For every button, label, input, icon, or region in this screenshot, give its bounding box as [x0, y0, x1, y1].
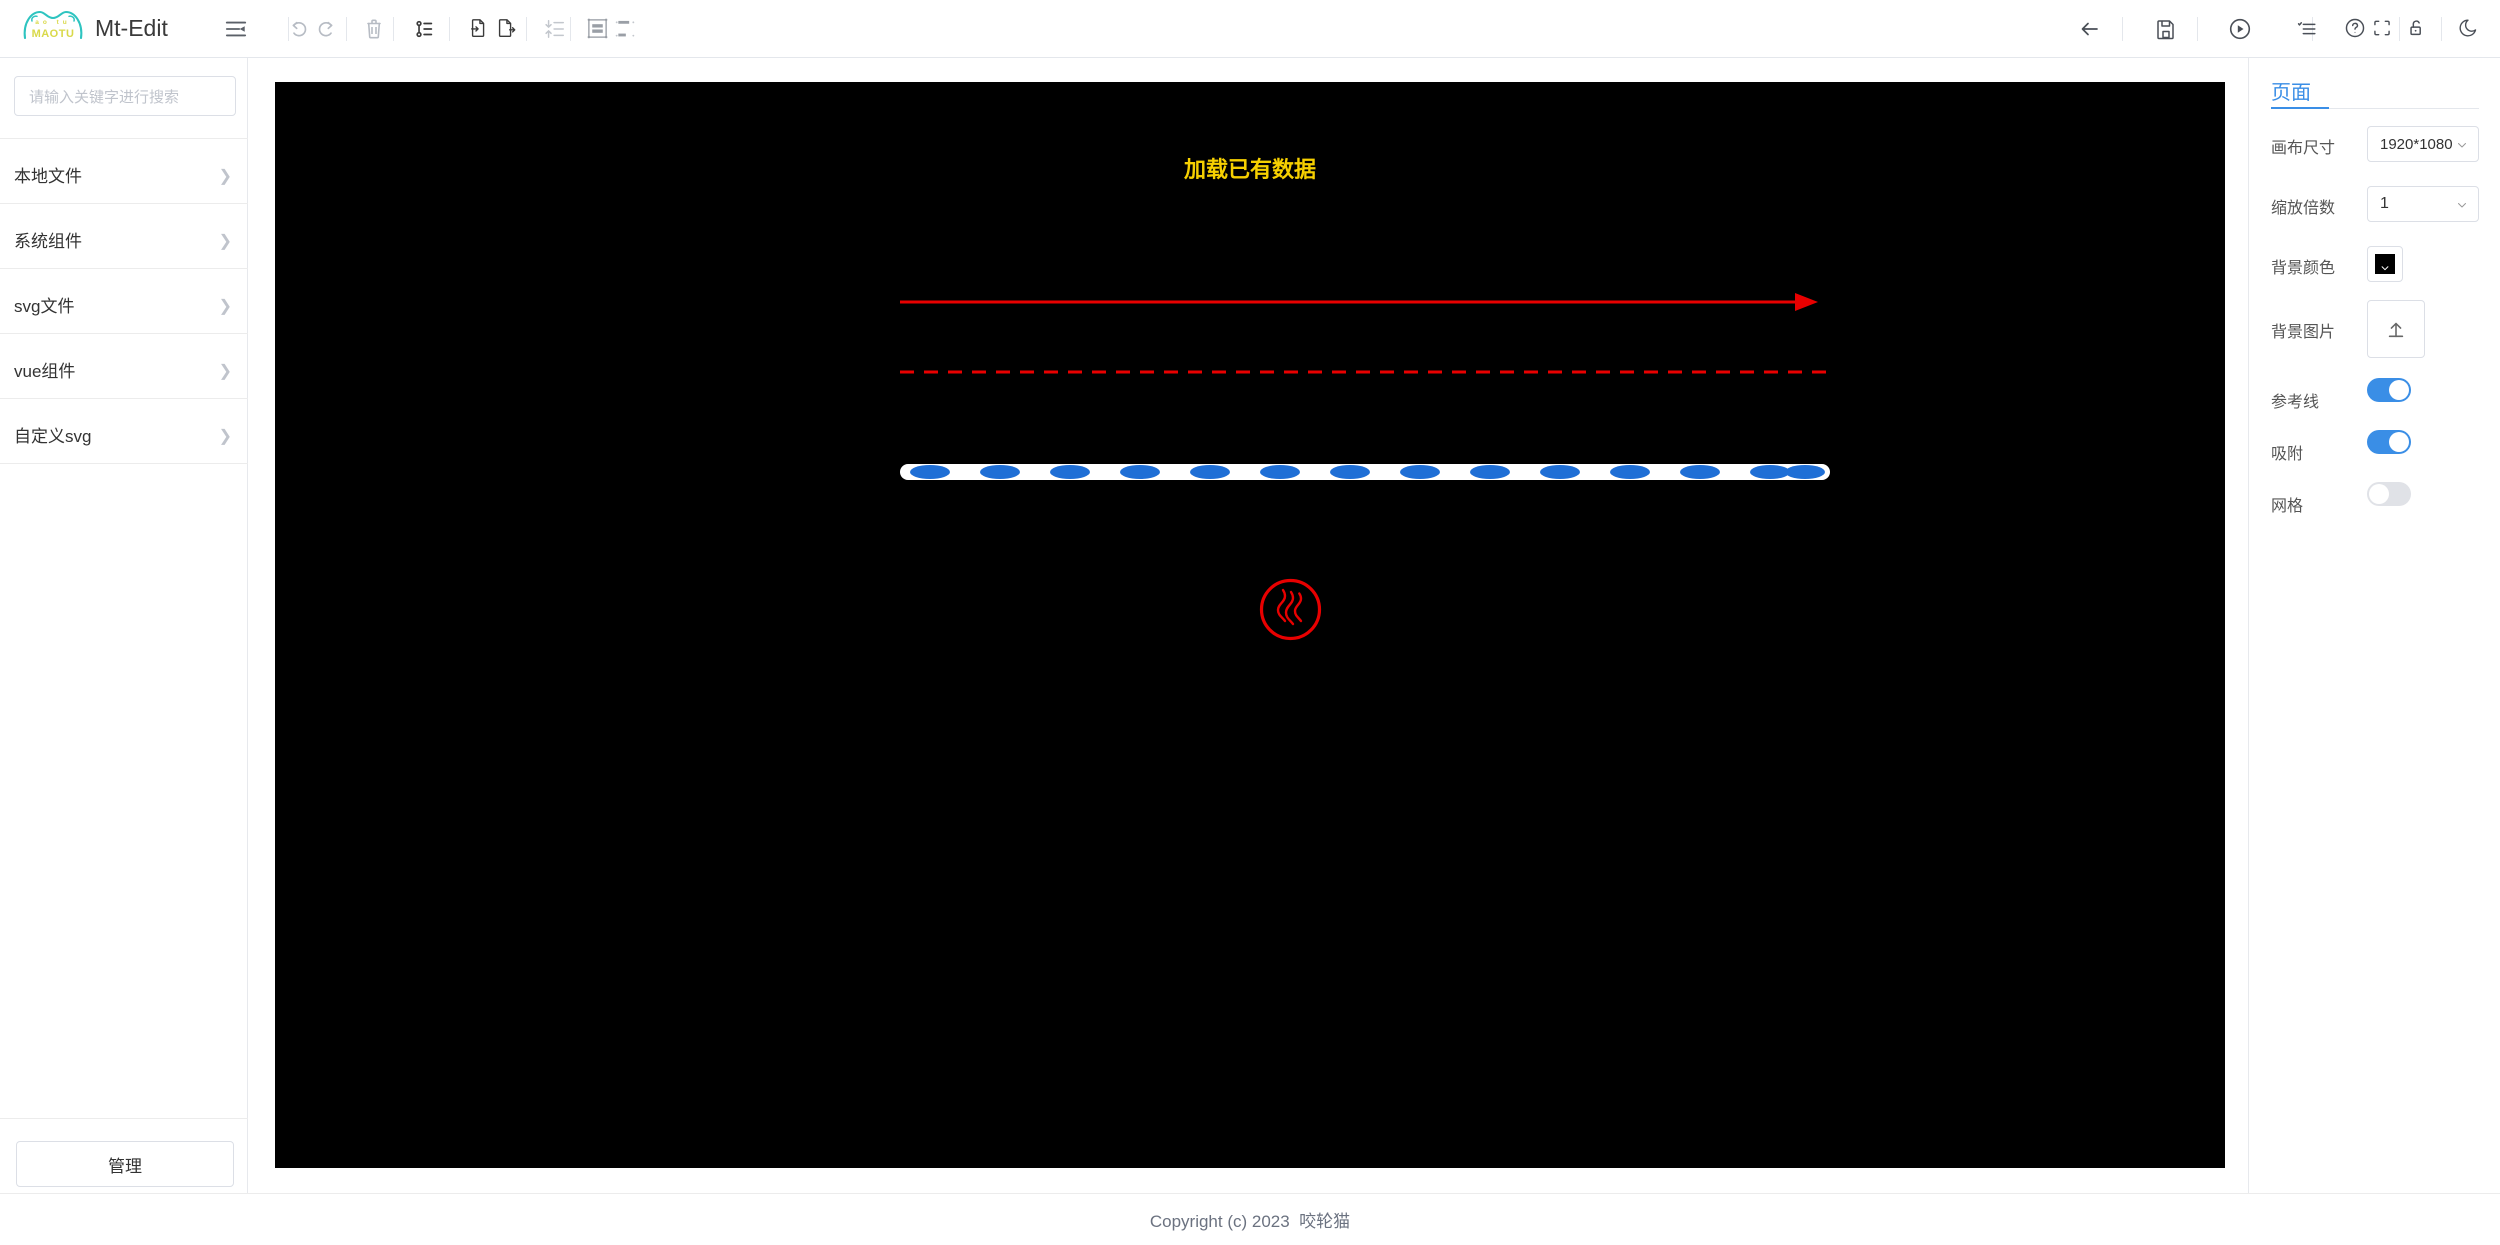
svg-text:MAOTU: MAOTU: [32, 28, 75, 40]
svg-text:ao tu: ao tu: [35, 19, 71, 26]
